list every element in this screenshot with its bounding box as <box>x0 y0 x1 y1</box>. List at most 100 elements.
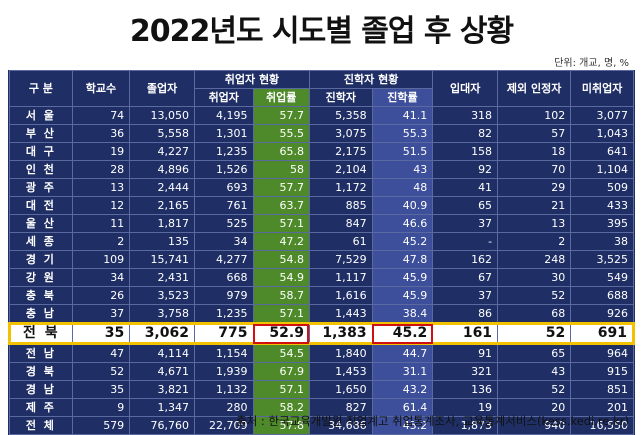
value-cell: 1,235 <box>193 142 254 161</box>
table-row: 전 남 47 4,114 1,154 54.5 1,840 44.7 91 65 964 <box>9 343 634 363</box>
value-cell: 57.7 <box>252 178 310 197</box>
region-cell: 충 남 <box>9 304 73 324</box>
value-cell: 135 <box>129 232 195 251</box>
value-cell: 926 <box>570 304 634 324</box>
value-cell: 3,821 <box>129 380 195 399</box>
value-cell: 38.4 <box>371 304 434 324</box>
value-cell: - <box>432 232 499 251</box>
value-cell: 12 <box>71 196 131 215</box>
value-cell: 35 <box>71 380 131 399</box>
value-cell: 761 <box>193 196 254 215</box>
value-cell: 2,104 <box>308 160 373 179</box>
value-cell: 1,154 <box>193 343 254 363</box>
value-cell: 58.7 <box>252 286 310 305</box>
value-cell: 37 <box>432 214 499 233</box>
value-cell: 2,431 <box>129 268 195 287</box>
value-cell: 979 <box>193 286 254 305</box>
table-row: 충 남 37 3,758 1,235 57.1 1,443 38.4 86 68 926 <box>9 304 634 324</box>
value-cell: 19 <box>432 398 499 417</box>
value-cell: 38 <box>570 232 634 251</box>
region-cell: 강 원 <box>9 268 73 287</box>
value-cell: 1,104 <box>570 160 634 179</box>
value-cell: 2 <box>497 232 572 251</box>
value-cell: 13,050 <box>129 106 195 125</box>
value-cell: 57.7 <box>252 106 310 125</box>
header-region: 구 분 <box>9 70 73 107</box>
value-cell: 92 <box>432 160 499 179</box>
value-cell: 549 <box>570 268 634 287</box>
value-cell: 54.5 <box>252 343 310 363</box>
value-cell: 91 <box>432 343 499 363</box>
table-row: 인 천 28 4,896 1,526 58 2,104 43 92 70 1,104 <box>9 160 634 179</box>
value-cell: 26 <box>71 286 131 305</box>
value-cell: 30 <box>497 268 572 287</box>
value-cell: 2,165 <box>129 196 195 215</box>
value-cell: 57 <box>497 124 572 143</box>
page-title: 2022년도 시도별 졸업 후 상황 <box>129 14 514 49</box>
region-cell: 전 북 <box>8 322 73 345</box>
value-cell: 158 <box>432 142 499 161</box>
value-cell: 509 <box>570 178 634 197</box>
table-row: 대 전 12 2,165 761 63.7 885 40.9 65 21 433 <box>9 196 634 215</box>
value-cell: 57.1 <box>252 304 310 324</box>
value-cell: 1,383 <box>308 322 373 345</box>
value-cell: 34 <box>71 268 131 287</box>
header-enlisted: 입대자 <box>432 70 499 107</box>
value-cell: 47.2 <box>252 232 310 251</box>
value-cell: 693 <box>193 178 254 197</box>
region-cell: 경 기 <box>9 250 73 269</box>
value-cell: 54.8 <box>252 250 310 269</box>
value-cell: 248 <box>497 250 572 269</box>
value-cell: 1,443 <box>308 304 373 324</box>
value-cell: 2 <box>71 232 131 251</box>
value-cell: 1,453 <box>308 362 373 381</box>
value-cell: 37 <box>71 304 131 324</box>
value-cell: 1,817 <box>129 214 195 233</box>
value-cell: 525 <box>193 214 254 233</box>
value-cell: 1,235 <box>193 304 254 324</box>
value-cell: 5,558 <box>129 124 195 143</box>
value-cell: 52.9 <box>252 322 310 345</box>
value-cell: 43 <box>497 362 572 381</box>
value-cell: 688 <box>570 286 634 305</box>
value-cell: 1,132 <box>193 380 254 399</box>
region-cell: 대 구 <box>9 142 73 161</box>
value-cell: 4,277 <box>193 250 254 269</box>
value-cell: 4,896 <box>129 160 195 179</box>
table-row: 세 종 2 135 34 47.2 61 45.2-2 38 <box>9 232 634 251</box>
header-schools: 학교수 <box>71 70 131 107</box>
value-cell: 40.9 <box>371 196 434 215</box>
value-cell: 58 <box>252 160 310 179</box>
value-cell: 41 <box>432 178 499 197</box>
value-cell: 395 <box>570 214 634 233</box>
value-cell: 43 <box>371 160 434 179</box>
value-cell: 28 <box>71 160 131 179</box>
value-cell: 47 <box>71 343 131 363</box>
value-cell: 57.8 <box>252 416 310 435</box>
value-cell: 3,758 <box>129 304 195 324</box>
value-cell: 45.2 <box>371 232 434 251</box>
value-cell: 67.9 <box>252 362 310 381</box>
value-cell: 3,062 <box>129 322 195 345</box>
value-cell: 2,175 <box>308 142 373 161</box>
table-row: 강 원 34 2,431 668 54.9 1,117 45.9 67 30 549 <box>9 268 634 287</box>
value-cell: 668 <box>193 268 254 287</box>
value-cell: 4,227 <box>129 142 195 161</box>
value-cell: 51.5 <box>371 142 434 161</box>
value-cell: 1,526 <box>193 160 254 179</box>
value-cell: 1,873 <box>432 416 499 435</box>
table-row: 대 구 19 4,227 1,235 65.8 2,175 51.5 158 18 641 <box>9 142 634 161</box>
value-cell: 851 <box>570 380 634 399</box>
value-cell: 31.1 <box>371 362 434 381</box>
value-cell: 21 <box>497 196 572 215</box>
table-row: 제 주 9 1,347 280 58.2 827 61.4 19 20 201 <box>9 398 634 417</box>
value-cell: 318 <box>432 106 499 125</box>
value-cell: 1,347 <box>129 398 195 417</box>
region-cell: 충 북 <box>9 286 73 305</box>
value-cell: 52 <box>71 362 131 381</box>
value-cell: 109 <box>71 250 131 269</box>
value-cell: 1,043 <box>570 124 634 143</box>
value-cell: 41.1 <box>371 106 434 125</box>
value-cell: 52 <box>497 380 572 399</box>
region-cell: 인 천 <box>9 160 73 179</box>
